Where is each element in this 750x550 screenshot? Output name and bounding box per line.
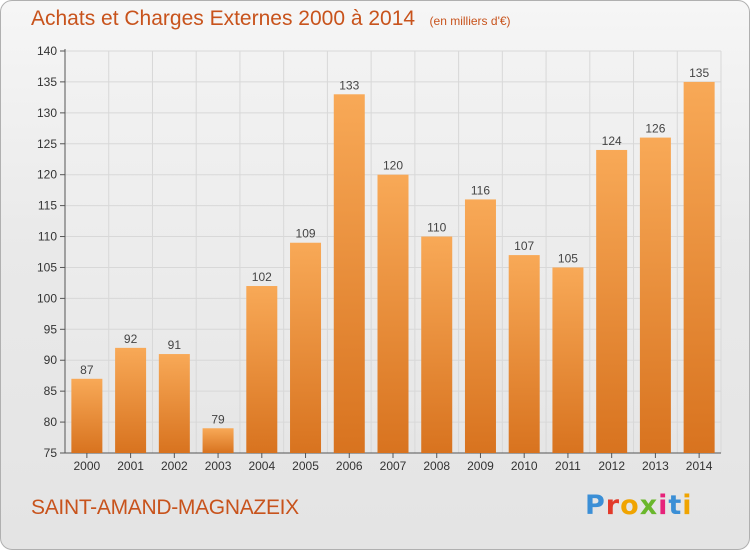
bars: [71, 81, 715, 454]
y-tick-label: 125: [37, 137, 57, 151]
bar: [464, 199, 496, 453]
data-label: 124: [602, 134, 622, 148]
bar: [377, 174, 409, 453]
y-tick-label: 130: [37, 106, 57, 120]
data-label: 87: [80, 363, 94, 377]
y-tick-label: 110: [38, 230, 57, 244]
bar: [683, 81, 715, 453]
x-tick-label: 2010: [511, 459, 538, 473]
y-tick-label: 95: [44, 322, 58, 336]
data-label: 109: [296, 227, 316, 241]
bar: [552, 267, 584, 453]
x-tick-label: 2006: [336, 459, 363, 473]
y-tick-label: 75: [44, 446, 58, 460]
data-label: 102: [252, 270, 272, 284]
bar: [508, 255, 540, 453]
y-tick-label: 100: [37, 291, 57, 305]
data-label: 135: [689, 66, 709, 80]
y-tick-label: 135: [37, 75, 57, 89]
bar: [158, 354, 190, 453]
bar: [596, 149, 628, 453]
data-label: 92: [124, 332, 138, 346]
data-labels: 87 92 91 79 102 109 133 120 110 116 107 105 124 126 13…: [80, 66, 709, 426]
chart-title-line: Achats et Charges Externes 2000 à 2014 (…: [31, 7, 511, 31]
logo-letter: r: [605, 490, 621, 521]
x-tick-label: 2007: [380, 459, 407, 473]
bar: [333, 94, 365, 454]
y-tick-label: 105: [37, 260, 57, 274]
data-label: 126: [645, 122, 665, 136]
bar: [421, 236, 453, 453]
y-tick-label: 85: [44, 384, 58, 398]
chart-subtitle: (en milliers d'€): [429, 14, 511, 28]
y-tick-label: 140: [37, 44, 57, 58]
logo-letter: i: [682, 490, 693, 521]
x-tick-label: 2012: [598, 459, 625, 473]
logo-letter: t: [668, 490, 683, 521]
y-tick-label: 80: [44, 415, 58, 429]
data-label: 110: [427, 221, 446, 235]
x-tick-label: 2005: [292, 459, 319, 473]
bar: [71, 378, 103, 453]
axes: 75 80 85 90 95 100 105 110 115 120 125 130 135 140 200…: [37, 44, 721, 473]
x-tick-label: 2004: [248, 459, 275, 473]
bar: [202, 428, 234, 453]
logo-letter: x: [639, 490, 659, 521]
logo-letter: o: [620, 490, 640, 521]
bar: [115, 347, 147, 453]
bar: [290, 242, 322, 453]
x-tick-label: 2011: [555, 459, 581, 473]
x-tick-label: 2001: [117, 459, 144, 473]
data-label: 91: [168, 338, 182, 352]
x-tick-label: 2003: [205, 459, 232, 473]
x-tick-label: 2009: [467, 459, 494, 473]
y-tick-label: 115: [38, 199, 57, 213]
x-tick-label: 2008: [423, 459, 450, 473]
x-tick-label: 2002: [161, 459, 188, 473]
y-tick-label: 120: [37, 168, 57, 182]
data-label: 105: [558, 251, 578, 265]
logo-letter: P: [585, 490, 606, 521]
bar: [639, 137, 671, 454]
data-label: 107: [514, 239, 534, 253]
bar: [246, 286, 278, 453]
x-tick-label: 2014: [686, 459, 713, 473]
data-label: 79: [211, 412, 225, 426]
y-tick-label: 90: [44, 353, 58, 367]
data-label: 133: [339, 78, 359, 92]
x-tick-label: 2000: [74, 459, 101, 473]
proxiti-logo: Proxiti: [585, 490, 693, 521]
chart-title: Achats et Charges Externes 2000 à 2014: [31, 7, 416, 30]
x-tick-label: 2013: [642, 459, 669, 473]
commune-name: SAINT-AMAND-MAGNAZEIX: [31, 496, 299, 519]
data-label: 116: [471, 183, 490, 197]
data-label: 120: [383, 159, 403, 173]
logo-letter: i: [658, 490, 669, 521]
